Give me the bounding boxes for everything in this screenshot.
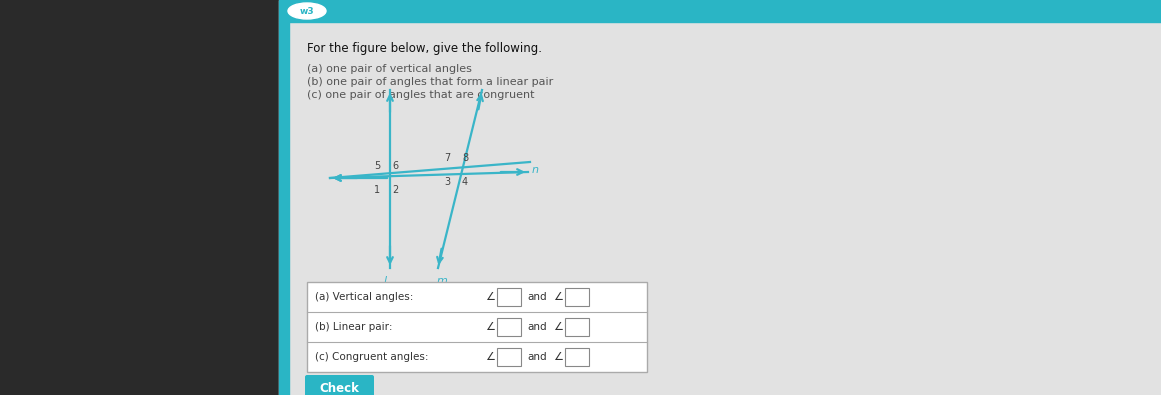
FancyBboxPatch shape	[565, 348, 589, 366]
Text: (c) one pair of angles that are congruent: (c) one pair of angles that are congruen…	[307, 90, 534, 100]
Text: ∠: ∠	[485, 352, 495, 362]
Text: ∠: ∠	[485, 322, 495, 332]
Text: 3: 3	[444, 177, 450, 187]
Text: Check: Check	[319, 382, 360, 395]
Text: ∠: ∠	[553, 322, 563, 332]
Text: n: n	[532, 165, 539, 175]
Text: 2: 2	[392, 185, 398, 195]
FancyBboxPatch shape	[307, 282, 647, 372]
Ellipse shape	[288, 3, 326, 19]
Text: w3: w3	[300, 6, 315, 15]
FancyBboxPatch shape	[565, 288, 589, 306]
FancyBboxPatch shape	[305, 375, 374, 395]
FancyBboxPatch shape	[497, 318, 521, 336]
Text: ∠: ∠	[553, 292, 563, 302]
FancyBboxPatch shape	[565, 318, 589, 336]
Text: ∠: ∠	[553, 352, 563, 362]
Text: and: and	[527, 322, 547, 332]
Text: 1: 1	[374, 185, 380, 195]
Text: 5: 5	[374, 161, 380, 171]
Text: m: m	[437, 276, 447, 286]
Text: l: l	[383, 276, 387, 286]
Text: (a) Vertical angles:: (a) Vertical angles:	[315, 292, 413, 302]
Bar	[279, 22, 289, 395]
FancyBboxPatch shape	[497, 348, 521, 366]
Bar	[279, 0, 1161, 22]
Text: For the figure below, give the following.: For the figure below, give the following…	[307, 42, 542, 55]
Text: (b) Linear pair:: (b) Linear pair:	[315, 322, 392, 332]
Text: 4: 4	[462, 177, 468, 187]
FancyBboxPatch shape	[497, 288, 521, 306]
Text: (a) one pair of vertical angles: (a) one pair of vertical angles	[307, 64, 471, 74]
Text: (c) Congruent angles:: (c) Congruent angles:	[315, 352, 428, 362]
Bar	[0, 0, 279, 395]
Text: and: and	[527, 352, 547, 362]
Bar	[279, 0, 1161, 395]
Text: 7: 7	[444, 153, 450, 163]
Text: (b) one pair of angles that form a linear pair: (b) one pair of angles that form a linea…	[307, 77, 554, 87]
Text: 6: 6	[392, 161, 398, 171]
Text: ∠: ∠	[485, 292, 495, 302]
Text: and: and	[527, 292, 547, 302]
Text: 8: 8	[462, 153, 468, 163]
